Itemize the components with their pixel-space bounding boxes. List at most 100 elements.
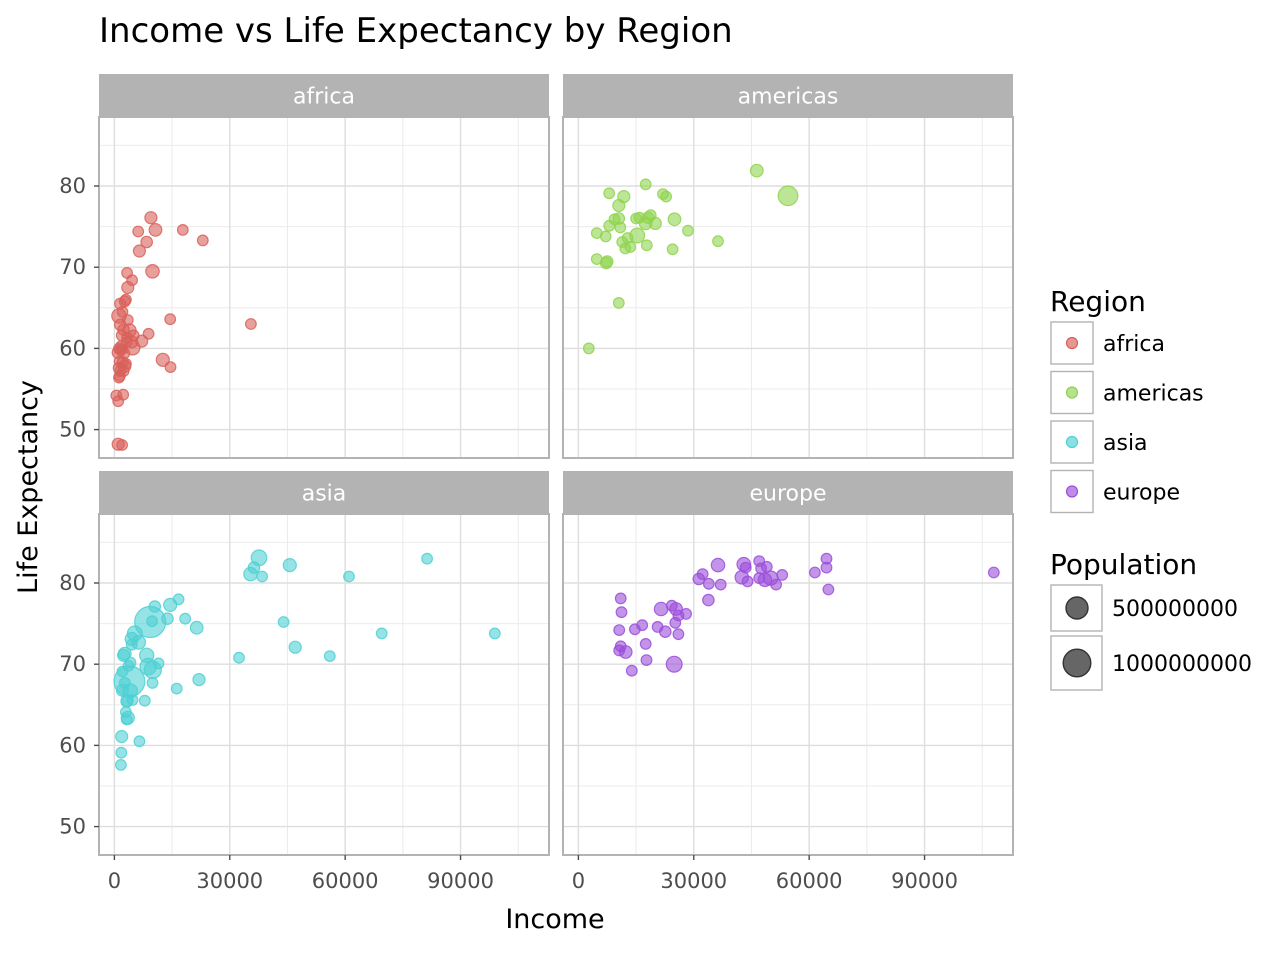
data-point-africa	[142, 327, 155, 340]
data-points-asia	[113, 549, 501, 771]
facet-strip-label-americas: americas	[738, 85, 839, 110]
data-point-europe	[741, 575, 754, 588]
size-legend: Population 500000000 1000000000	[1050, 548, 1252, 691]
data-point-americas	[777, 185, 799, 207]
data-point-americas	[624, 240, 637, 253]
legend-label-africa: africa	[1103, 332, 1165, 357]
data-point-asia	[161, 612, 174, 625]
data-point-europe	[665, 655, 683, 673]
y-tick-label: 60	[59, 733, 86, 757]
y-tick-label: 70	[59, 652, 86, 676]
data-point-asia	[133, 735, 146, 748]
data-point-asia	[192, 672, 206, 687]
x-tick-label: 30000	[196, 869, 263, 893]
data-point-africa	[148, 222, 163, 237]
data-point-americas	[666, 243, 679, 256]
data-point-asia	[170, 682, 183, 695]
facet-panel-africa: africa 50 60 70 80	[59, 74, 550, 459]
data-point-africa	[121, 267, 133, 279]
y-tick-label: 50	[59, 418, 86, 442]
data-point-europe	[653, 601, 669, 617]
data-point-asia	[277, 616, 290, 628]
data-point-europe	[680, 608, 692, 620]
facet-strip-africa	[99, 74, 549, 117]
data-point-asia	[250, 549, 268, 567]
data-point-asia	[172, 593, 185, 606]
data-point-africa	[112, 395, 125, 408]
legend-swatch-africa	[1065, 336, 1079, 350]
data-point-asia	[233, 651, 245, 664]
data-point-asia	[115, 746, 128, 759]
legend-label-asia: asia	[1103, 431, 1148, 456]
x-tick-label: 0	[108, 869, 121, 893]
data-point-europe	[658, 625, 672, 638]
data-point-europe	[739, 561, 752, 574]
size-legend-items: 500000000 1000000000	[1050, 584, 1252, 691]
panel-border-africa	[98, 116, 550, 459]
data-point-asia	[115, 729, 129, 744]
data-point-africa	[116, 343, 128, 356]
y-axis-title: Life Expectancy	[13, 380, 44, 594]
data-point-asia	[146, 677, 159, 689]
data-point-americas	[749, 163, 764, 178]
color-legend-title: Region	[1050, 285, 1146, 318]
data-point-europe	[615, 606, 628, 619]
data-point-europe	[640, 654, 653, 666]
legend-swatch-asia	[1065, 435, 1079, 449]
data-point-asia	[488, 627, 501, 640]
data-point-africa	[196, 234, 209, 247]
gridlines-americas	[563, 117, 1013, 458]
data-point-americas	[640, 239, 653, 252]
data-point-americas	[608, 213, 621, 226]
data-point-americas	[599, 230, 612, 243]
data-point-asia	[117, 646, 132, 661]
x-tick-label: 30000	[660, 869, 727, 893]
facet-strip-label-africa: africa	[293, 85, 355, 110]
data-point-europe	[710, 557, 726, 573]
data-point-asia	[152, 657, 165, 670]
data-point-americas	[614, 221, 627, 234]
y-tick-label: 50	[59, 815, 86, 839]
y-tick-label: 70	[59, 255, 86, 279]
facet-panel-asia: asia 50 60 70 80 0 30000 60000 90000	[59, 471, 550, 893]
data-point-europe	[636, 619, 649, 632]
data-point-asia	[375, 627, 388, 640]
panel-border-asia	[98, 513, 550, 856]
data-point-europe	[702, 577, 715, 590]
panel-border-europe	[562, 513, 1014, 856]
color-legend-items: africa americas asia europe	[1050, 321, 1204, 514]
data-point-europe	[702, 593, 715, 607]
data-point-africa	[176, 223, 189, 236]
data-point-africa	[144, 211, 158, 225]
data-point-africa	[113, 371, 125, 384]
data-point-africa	[132, 244, 146, 258]
data-point-europe	[822, 583, 835, 596]
data-point-asia	[323, 650, 336, 662]
data-point-asia	[138, 694, 151, 707]
legend-label-europe: europe	[1103, 481, 1180, 506]
data-point-asia	[114, 759, 127, 771]
color-legend: Region africa americas asia europe	[1050, 285, 1204, 514]
x-tick-label: 0	[572, 869, 585, 893]
data-point-europe	[776, 569, 789, 581]
data-point-europe	[714, 578, 727, 591]
data-point-africa	[164, 313, 177, 326]
size-legend-swatch	[1065, 596, 1089, 620]
data-point-asia	[120, 713, 133, 726]
data-point-americas	[590, 253, 603, 266]
data-point-africa	[119, 293, 132, 306]
gridlines-africa	[99, 117, 549, 458]
x-tick-label: 60000	[312, 869, 379, 893]
data-point-asia	[282, 557, 297, 573]
data-point-asia	[138, 647, 155, 664]
y-tick-label: 80	[59, 571, 86, 595]
x-tick-label: 90000	[427, 869, 494, 893]
data-points-americas	[582, 163, 799, 355]
size-legend-swatch	[1062, 648, 1092, 678]
data-point-africa	[116, 439, 128, 451]
facet-panel-americas: americas	[562, 74, 1014, 459]
data-point-americas	[603, 187, 616, 200]
data-points-europe	[613, 552, 1000, 677]
data-point-europe	[809, 566, 821, 579]
size-legend-title: Population	[1050, 548, 1197, 581]
